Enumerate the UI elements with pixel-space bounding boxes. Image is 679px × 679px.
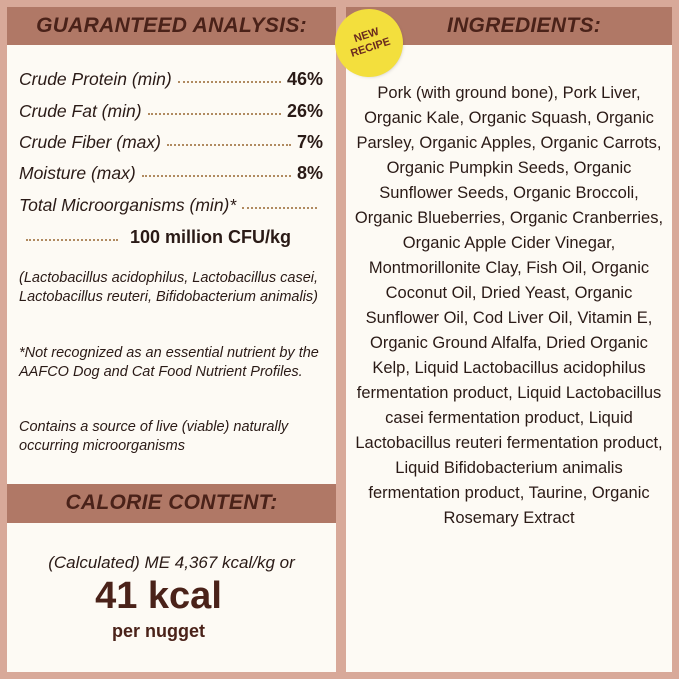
- row-label: Moisture (max): [19, 163, 136, 183]
- dot-leader: [26, 239, 118, 241]
- ingredients-heading: INGREDIENTS:: [346, 7, 672, 45]
- kcal-per-nugget: 41 kcal: [95, 575, 222, 617]
- species-note: (Lactobacillus acidophilus, Lactobacillu…: [19, 270, 319, 305]
- analysis-row-moisture: Moisture (max) 8%: [19, 163, 323, 184]
- calculated-me: (Calculated) ME 4,367 kcal/kg or: [48, 553, 295, 572]
- row-label: Crude Protein (min): [19, 69, 172, 89]
- calorie-content-heading: CALORIE CONTENT:: [7, 484, 336, 523]
- analysis-row-fiber: Crude Fiber (max) 7%: [19, 132, 323, 153]
- row-value: 26%: [286, 101, 323, 121]
- ingredients-panel: [346, 7, 672, 672]
- row-value: 100 million CFU/kg: [130, 227, 292, 247]
- row-value: 8%: [296, 163, 323, 183]
- dot-leader: [141, 175, 291, 177]
- live-microorganisms-note: Contains a source of live (viable) natur…: [19, 419, 289, 454]
- ingredients-list: Pork (with ground bone), Pork Liver, Org…: [354, 84, 664, 527]
- analysis-row-microorganisms-value: 100 million CFU/kg: [26, 227, 323, 248]
- row-label: Total Microorganisms (min)*: [19, 195, 237, 215]
- analysis-row-fat: Crude Fat (min) 26%: [19, 101, 323, 122]
- row-label: Crude Fat (min): [19, 101, 142, 121]
- analysis-row-protein: Crude Protein (min) 46%: [19, 69, 323, 90]
- aafco-note: *Not recognized as an essential nutrient…: [19, 345, 319, 380]
- row-label: Crude Fiber (max): [19, 132, 161, 152]
- per-nugget-label: per nugget: [112, 621, 205, 641]
- dot-leader: [147, 113, 281, 115]
- dot-leader: [242, 207, 317, 209]
- analysis-row-microorganisms: Total Microorganisms (min)*: [19, 195, 323, 216]
- guaranteed-analysis-panel: [7, 7, 336, 672]
- guaranteed-analysis-heading: GUARANTEED ANALYSIS:: [7, 7, 336, 45]
- dot-leader: [166, 144, 291, 146]
- row-value: 46%: [286, 69, 323, 89]
- dot-leader: [177, 81, 281, 83]
- row-value: 7%: [296, 132, 323, 152]
